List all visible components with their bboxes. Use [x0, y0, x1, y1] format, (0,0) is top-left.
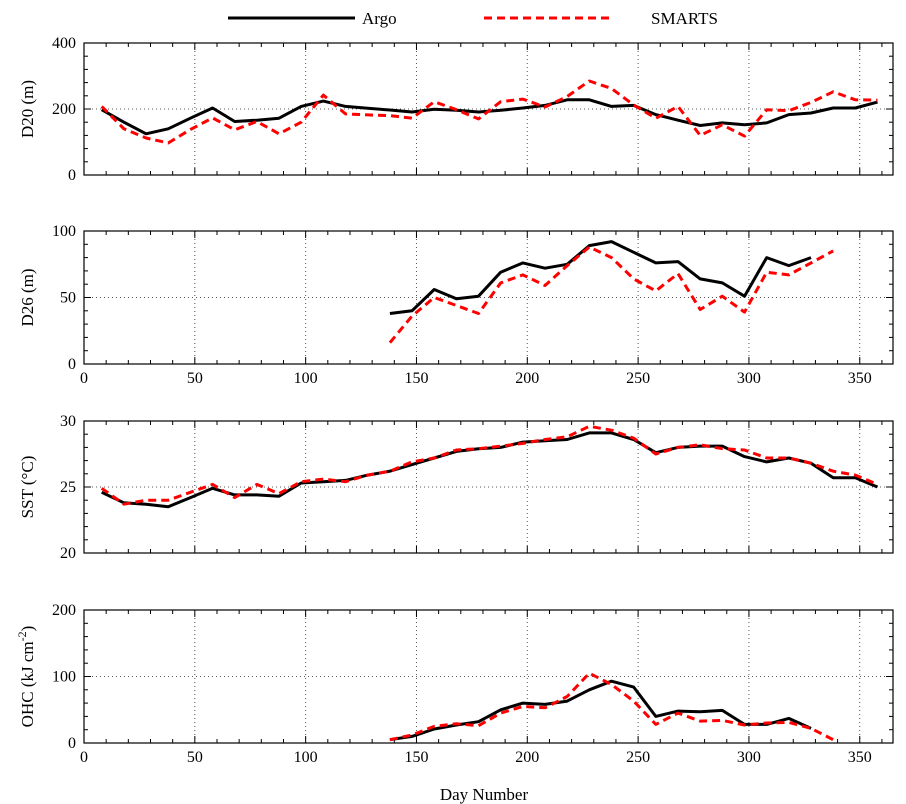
- y-tick-label: 30: [60, 413, 76, 430]
- y-tick-label: 200: [52, 602, 76, 619]
- x-tick-label: 250: [626, 370, 650, 387]
- x-tick-label: 100: [294, 370, 318, 387]
- x-axis-title: Day Number: [440, 785, 529, 804]
- x-tick-label: 300: [737, 749, 761, 766]
- x-tick-label: 250: [626, 749, 650, 766]
- x-tick-label: 350: [848, 370, 872, 387]
- y-axis-title-exponent: -2: [15, 631, 29, 641]
- y-axis-title-close: ): [18, 626, 37, 632]
- series-line-smarts-d20: [100, 79, 878, 145]
- x-tick-label: 350: [848, 749, 872, 766]
- y-tick-label: 50: [60, 290, 76, 307]
- series-line-smarts-ohc: [389, 671, 834, 742]
- y-tick-label: 20: [60, 545, 76, 562]
- x-tick-label: 200: [515, 370, 539, 387]
- y-tick-label: 100: [52, 223, 76, 240]
- y-tick-label: 200: [52, 101, 76, 118]
- y-tick-label: 25: [60, 479, 76, 496]
- y-tick-label: 0: [68, 735, 76, 752]
- x-tick-label: 150: [404, 749, 428, 766]
- y-tick-label: 0: [68, 167, 76, 184]
- x-tick-label: 0: [80, 370, 88, 387]
- series-line-argo-sst: [101, 431, 879, 509]
- x-tick-label: 0: [80, 749, 88, 766]
- x-tick-label: 200: [515, 749, 539, 766]
- x-tick-label: 150: [404, 370, 428, 387]
- series-line-smarts-sst: [100, 424, 879, 506]
- x-tick-label: 50: [187, 749, 203, 766]
- y-axis-title-d26: D26 (m): [18, 268, 37, 326]
- legend-label-argo: Argo: [362, 9, 397, 28]
- legend-label-smarts: SMARTS: [651, 9, 718, 28]
- series-line-smarts-d26: [388, 245, 834, 344]
- legend: Argo SMARTS: [228, 9, 718, 28]
- y-axis-title-d20: D20 (m): [18, 80, 37, 138]
- x-tick-label: 50: [187, 370, 203, 387]
- panel-d26: 0 50 100 0 50 100 150 200 250 300 350 D26 (m): [18, 223, 894, 387]
- y-tick-label: 100: [52, 669, 76, 686]
- x-tick-label: 100: [294, 749, 318, 766]
- y-tick-label: 0: [68, 356, 76, 373]
- y-axis-title-ohc: OHC (kJ cm-2): [15, 626, 37, 728]
- y-tick-label: 400: [52, 35, 76, 52]
- panel-ohc: 0 100 200 0 50 100 150 200 250 300 350 OHC (kJ cm-2…: [15, 602, 894, 766]
- series-line-argo-d26: [389, 240, 812, 315]
- y-axis-title-text: OHC (kJ cm: [18, 641, 37, 727]
- panel-sst: 20 25 30 SST (°C): [18, 413, 894, 562]
- y-axis-title-sst: SST (°C): [18, 456, 37, 519]
- x-tick-label: 300: [737, 370, 761, 387]
- series-line-argo-ohc: [389, 679, 812, 742]
- panel-d20: 0 200 400 D20 (m): [18, 35, 894, 184]
